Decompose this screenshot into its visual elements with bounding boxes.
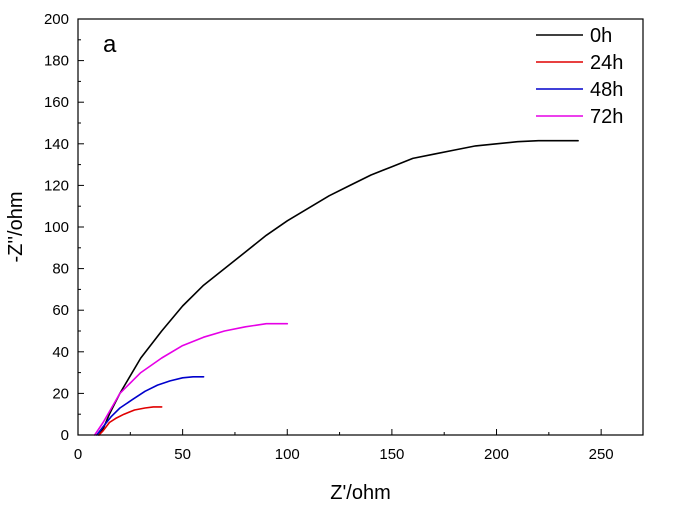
y-tick-label: 200 (44, 11, 69, 28)
y-tick-label: 20 (52, 385, 69, 402)
y-tick-label: 180 (44, 53, 69, 70)
x-tick-label: 100 (275, 446, 300, 463)
series-line-0h (98, 139, 579, 436)
legend-label-72h: 72h (590, 106, 623, 128)
series-layer (93, 139, 579, 436)
legend-label-48h: 48h (590, 79, 623, 101)
panel-label: a (103, 31, 117, 58)
legend: 0h 24h 48h 72h (536, 25, 623, 128)
y-axis-title: -Z''/ohm (5, 192, 27, 263)
legend-label-0h: 0h (590, 25, 612, 47)
series-line-48h (96, 375, 205, 436)
y-tick-label: 0 (61, 427, 69, 444)
y-tick-label: 120 (44, 177, 69, 194)
x-tick-label: 250 (589, 446, 614, 463)
plot-frame (77, 18, 644, 436)
ticks-layer: 0 50 100 150 200 250 0 20 40 60 80 100 120 140 160 180 2… (44, 11, 614, 463)
x-axis-title: Z'/ohm (330, 482, 391, 504)
y-tick-label: 100 (44, 219, 69, 236)
y-tick-label: 80 (52, 261, 69, 278)
x-tick-label: 150 (379, 446, 404, 463)
y-tick-label: 160 (44, 94, 69, 111)
x-tick-label: 200 (484, 446, 509, 463)
legend-label-24h: 24h (590, 52, 623, 74)
y-tick-label: 60 (52, 302, 69, 319)
series-line-24h (98, 406, 163, 436)
x-tick-label: 0 (74, 446, 82, 463)
series-line-72h (93, 322, 289, 436)
x-tick-label: 50 (174, 446, 191, 463)
y-tick-label: 40 (52, 344, 69, 361)
y-tick-label: 140 (44, 136, 69, 153)
